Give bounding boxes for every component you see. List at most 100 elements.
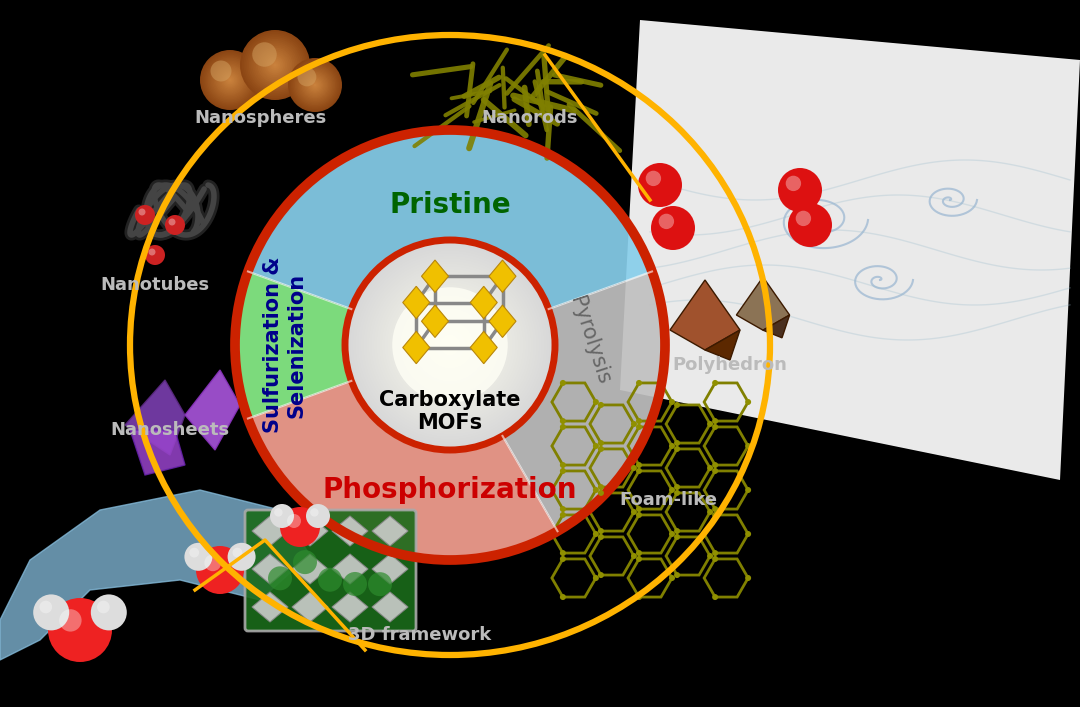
Circle shape (631, 553, 637, 559)
Circle shape (707, 421, 713, 427)
Circle shape (392, 287, 508, 403)
Circle shape (318, 568, 342, 592)
Circle shape (419, 313, 482, 377)
Circle shape (421, 316, 478, 374)
Polygon shape (130, 430, 185, 475)
Circle shape (270, 60, 280, 70)
Circle shape (361, 256, 539, 434)
Circle shape (229, 78, 231, 81)
Circle shape (395, 290, 505, 400)
Circle shape (434, 329, 465, 361)
Polygon shape (372, 592, 408, 622)
Circle shape (707, 509, 713, 515)
Circle shape (598, 484, 604, 490)
Circle shape (646, 170, 661, 186)
Circle shape (631, 509, 637, 515)
Circle shape (91, 595, 126, 631)
Circle shape (219, 69, 241, 90)
Circle shape (593, 487, 599, 493)
Wedge shape (248, 345, 557, 560)
Circle shape (712, 468, 718, 474)
Circle shape (294, 64, 337, 107)
Circle shape (593, 443, 599, 449)
Circle shape (247, 37, 303, 93)
Circle shape (636, 512, 642, 518)
Circle shape (659, 214, 674, 229)
Text: Polyhedron: Polyhedron (673, 356, 787, 374)
Circle shape (273, 63, 276, 66)
Circle shape (292, 62, 338, 108)
Circle shape (293, 550, 318, 574)
Circle shape (313, 83, 316, 86)
Text: 3D framework: 3D framework (349, 626, 491, 644)
Polygon shape (470, 286, 497, 319)
Polygon shape (332, 554, 368, 584)
Circle shape (745, 575, 751, 581)
Circle shape (447, 342, 453, 348)
Circle shape (390, 285, 511, 405)
Circle shape (299, 69, 332, 101)
Circle shape (636, 468, 642, 474)
Circle shape (307, 77, 323, 93)
Circle shape (168, 218, 175, 226)
Circle shape (287, 514, 301, 528)
Circle shape (296, 66, 334, 104)
Circle shape (636, 424, 642, 430)
Circle shape (40, 601, 52, 613)
Circle shape (712, 550, 718, 556)
Polygon shape (125, 380, 185, 455)
Circle shape (297, 67, 316, 86)
Polygon shape (292, 592, 328, 622)
Circle shape (674, 528, 680, 534)
Circle shape (559, 506, 566, 512)
Text: Nanospheres: Nanospheres (194, 109, 326, 127)
Circle shape (268, 566, 292, 590)
Text: MOFs: MOFs (418, 413, 483, 433)
Circle shape (288, 58, 342, 112)
Circle shape (300, 70, 329, 100)
Circle shape (212, 62, 248, 98)
Circle shape (355, 250, 544, 440)
Circle shape (366, 261, 534, 429)
Circle shape (712, 424, 718, 430)
Circle shape (416, 311, 484, 379)
Circle shape (204, 554, 221, 571)
Circle shape (228, 543, 256, 571)
Circle shape (251, 40, 299, 90)
Circle shape (440, 334, 460, 356)
Polygon shape (737, 277, 789, 330)
Circle shape (138, 209, 146, 216)
Circle shape (785, 176, 801, 191)
Circle shape (442, 337, 458, 353)
Circle shape (240, 30, 310, 100)
Circle shape (262, 53, 287, 77)
Circle shape (256, 46, 294, 84)
Circle shape (165, 215, 185, 235)
Circle shape (221, 71, 239, 89)
FancyBboxPatch shape (245, 510, 416, 631)
Circle shape (381, 276, 518, 414)
Circle shape (33, 595, 69, 631)
Circle shape (259, 49, 291, 81)
Circle shape (598, 528, 604, 534)
Circle shape (345, 240, 555, 450)
Text: Nanotubes: Nanotubes (100, 276, 210, 294)
Circle shape (254, 44, 296, 86)
Circle shape (348, 243, 552, 448)
Polygon shape (252, 554, 288, 584)
Circle shape (271, 62, 279, 69)
Polygon shape (670, 280, 740, 350)
Circle shape (636, 506, 642, 512)
Circle shape (669, 443, 675, 449)
Circle shape (745, 487, 751, 493)
Circle shape (222, 73, 238, 88)
Circle shape (636, 462, 642, 468)
Circle shape (242, 32, 308, 98)
Circle shape (343, 572, 367, 596)
Circle shape (674, 446, 680, 452)
Circle shape (59, 609, 82, 631)
Circle shape (253, 42, 298, 88)
Circle shape (712, 380, 718, 386)
Polygon shape (372, 554, 408, 584)
Circle shape (387, 282, 513, 408)
